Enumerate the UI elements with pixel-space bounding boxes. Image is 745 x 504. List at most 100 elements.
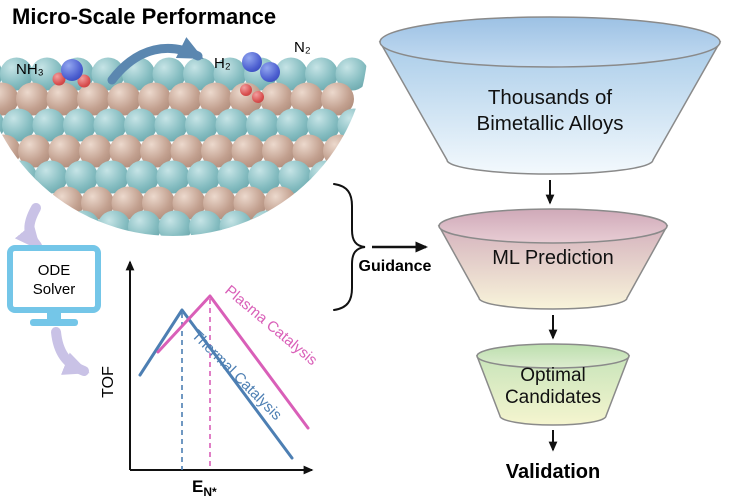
catalyst-sphere [170, 134, 204, 168]
funnel2-body [437, 225, 669, 310]
catalyst-sphere [276, 108, 310, 142]
funnel3-label-line2: Candidates [505, 387, 601, 408]
catalyst-sphere [158, 210, 192, 236]
plot-xlabel: EN* [192, 477, 217, 499]
flow-arrow-ode-to-plot-icon [51, 327, 90, 376]
catalyst-sphere [128, 210, 161, 236]
catalyst-sphere [107, 82, 141, 116]
catalyst-sphere [0, 82, 19, 116]
plasma-catalysis-label: Plasma Catalysis [221, 282, 320, 369]
catalyst-sphere [34, 160, 68, 194]
catalyst-sphere [294, 186, 328, 220]
catalyst-sphere [233, 186, 267, 220]
catalyst-sphere [4, 160, 37, 194]
thermal-catalysis-curve [138, 308, 294, 460]
ode-solver-label-line2: Solver [33, 281, 76, 298]
tof-plot: Plasma Catalysis Thermal Catalysis TOF E… [100, 260, 320, 499]
catalyst-sphere [189, 210, 222, 236]
catalyst-sphere [305, 57, 338, 91]
catalyst-sphere [278, 160, 312, 194]
catalyst-sphere [172, 186, 206, 220]
catalyst-surface-illustration: NH₃ H₂ N₂ [0, 37, 368, 236]
catalyst-sphere [97, 210, 131, 236]
catalyst-sphere [290, 82, 324, 116]
catalyst-sphere [250, 210, 283, 236]
plot-xlabel-base: E [192, 477, 203, 496]
catalyst-sphere [213, 57, 247, 91]
plot-ylabel: TOF [100, 366, 117, 398]
catalyst-sphere [77, 82, 110, 116]
catalyst-sphere [199, 82, 232, 116]
monitor-neck [47, 310, 61, 319]
catalyst-sphere [18, 134, 51, 168]
catalyst-sphere [307, 108, 340, 142]
funnel-optimal-candidates: Optimal Candidates [475, 343, 631, 426]
n2-molecule-icon [242, 52, 280, 82]
catalyst-sphere [215, 108, 249, 142]
catalyst-sphere [93, 108, 127, 142]
catalyst-sphere [156, 160, 190, 194]
catalyst-sphere [217, 160, 251, 194]
catalyst-sphere [65, 160, 98, 194]
catalyst-sphere [246, 108, 279, 142]
funnel1-body [378, 41, 722, 175]
funnel-ml-prediction: ML Prediction [437, 208, 669, 310]
page-title: Micro-Scale Performance [12, 4, 276, 29]
catalyst-sphere [309, 160, 342, 194]
n2-label: N₂ [294, 39, 311, 56]
ode-solver-monitor-icon: ODE Solver [7, 245, 101, 326]
nh3-label: NH₃ [16, 61, 44, 78]
catalyst-sphere [48, 134, 82, 168]
flow-arrow-surface-to-ode-icon [14, 203, 42, 251]
funnel-thousands-of-alloys: Thousands of Bimetallic Alloys [378, 16, 722, 175]
catalyst-sphere [46, 82, 80, 116]
catalyst-sphere [231, 134, 265, 168]
catalyst-sphere [280, 210, 314, 236]
funnel3-body [475, 355, 631, 426]
funnel3-rim [476, 343, 630, 369]
funnel1-label-line2: Bimetallic Alloys [477, 112, 624, 135]
catalyst-sphere [126, 160, 159, 194]
catalyst-sphere [168, 82, 202, 116]
catalyst-sphere [152, 57, 186, 91]
catalyst-sphere [36, 210, 70, 236]
catalyst-sphere [274, 57, 308, 91]
catalyst-sphere [138, 82, 171, 116]
catalyst-sphere [201, 134, 234, 168]
catalyst-sphere [292, 134, 326, 168]
catalyst-sphere [140, 134, 173, 168]
reaction-arrow-icon [107, 37, 204, 85]
catalyst-sphere [335, 57, 368, 91]
catalyst-sphere [183, 57, 216, 91]
curly-brace [333, 183, 366, 311]
catalyst-sphere [262, 134, 295, 168]
monitor-screen [7, 245, 101, 313]
catalyst-sphere [111, 186, 145, 220]
catalyst-sphere [311, 210, 344, 236]
catalyst-sphere [95, 160, 129, 194]
validation-label: Validation [506, 461, 600, 483]
funnel3-label-line1: Optimal [520, 365, 585, 386]
plasma-catalysis-curve [156, 294, 310, 430]
catalyst-sphere [187, 160, 220, 194]
catalyst-sphere [0, 186, 23, 220]
catalyst-sphere [32, 108, 66, 142]
h2-molecule-icon [240, 84, 264, 103]
catalyst-sphere [248, 160, 281, 194]
catalyst-sphere [91, 57, 125, 91]
guidance-label: Guidance [359, 258, 432, 275]
catalyst-sphere [325, 186, 358, 220]
funnel2-rim [438, 208, 668, 244]
catalyst-sphere [323, 134, 356, 168]
catalyst-sphere [185, 108, 218, 142]
funnel2-label: ML Prediction [492, 247, 614, 269]
catalyst-sphere [142, 186, 175, 220]
funnel1-rim [379, 16, 721, 68]
catalyst-sphere [79, 134, 112, 168]
catalyst-sphere [16, 82, 49, 116]
funnel1-label-line1: Thousands of [488, 86, 613, 109]
catalyst-sphere [154, 108, 188, 142]
catalyst-sphere [63, 108, 96, 142]
